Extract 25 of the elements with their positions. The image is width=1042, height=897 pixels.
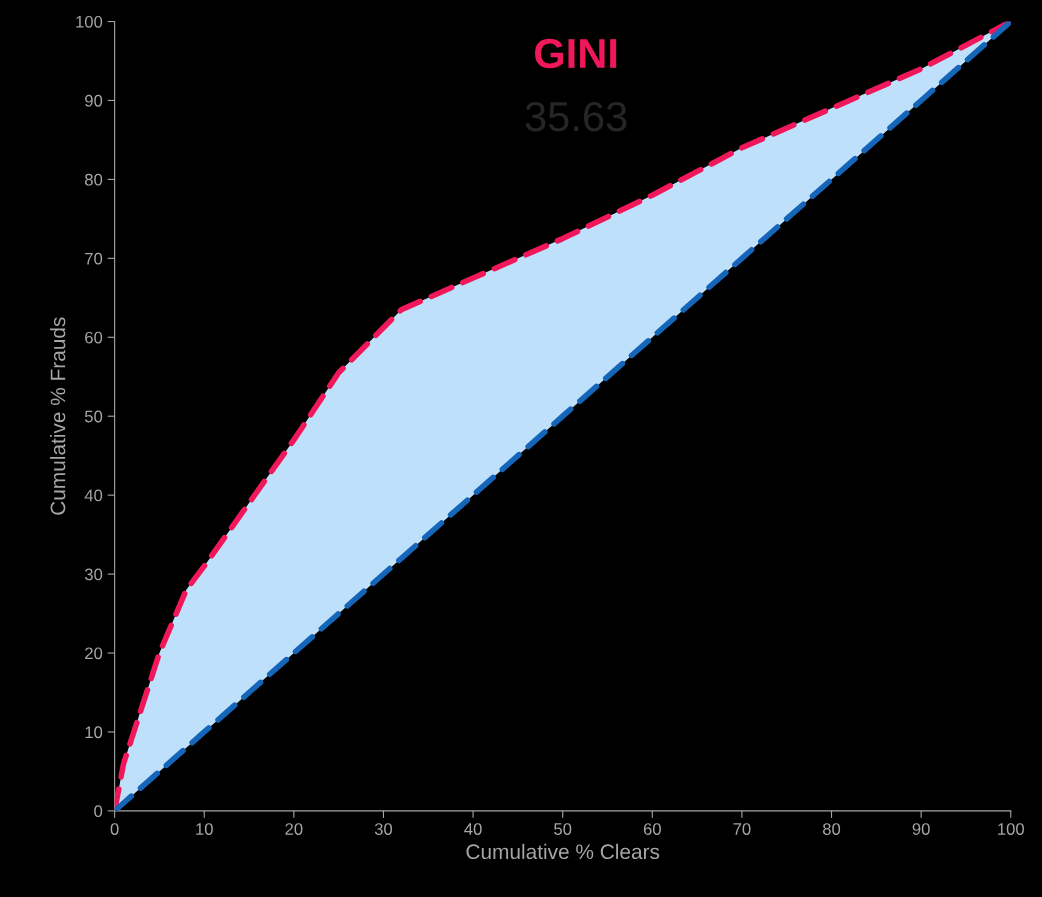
y-tick-label: 60 (85, 331, 103, 344)
chart-title: GINI (535, 38, 617, 69)
x-tick-label: 10 (196, 823, 213, 835)
y-tick-label: 70 (85, 252, 103, 265)
x-tick-label: 50 (554, 823, 572, 835)
x-tick-label: 70 (733, 823, 751, 835)
y-tick-label: 10 (85, 726, 103, 739)
x-tick-label: 30 (374, 823, 393, 835)
y-tick-label: 40 (84, 489, 103, 502)
y-tick-label: 0 (94, 805, 103, 818)
x-tick-label: 80 (822, 823, 841, 835)
y-axis-title: Cumulative % Frauds (50, 317, 66, 515)
y-tick-label: 100 (76, 15, 103, 28)
x-tick-label: 40 (464, 823, 482, 835)
y-tick-label: 80 (85, 173, 103, 186)
x-axis-title: Cumulative % Clears (466, 843, 660, 860)
y-tick-label: 30 (84, 568, 103, 581)
x-tick-label: 60 (643, 823, 661, 835)
y-tick-label: 90 (85, 94, 103, 107)
y-tick-label: 20 (85, 647, 103, 660)
y-tick-label: 50 (84, 410, 103, 423)
x-tick-label: 0 (110, 823, 119, 835)
x-tick-label: 90 (912, 823, 930, 835)
x-tick-label: 100 (998, 823, 1024, 835)
x-tick-label: 20 (285, 823, 303, 835)
